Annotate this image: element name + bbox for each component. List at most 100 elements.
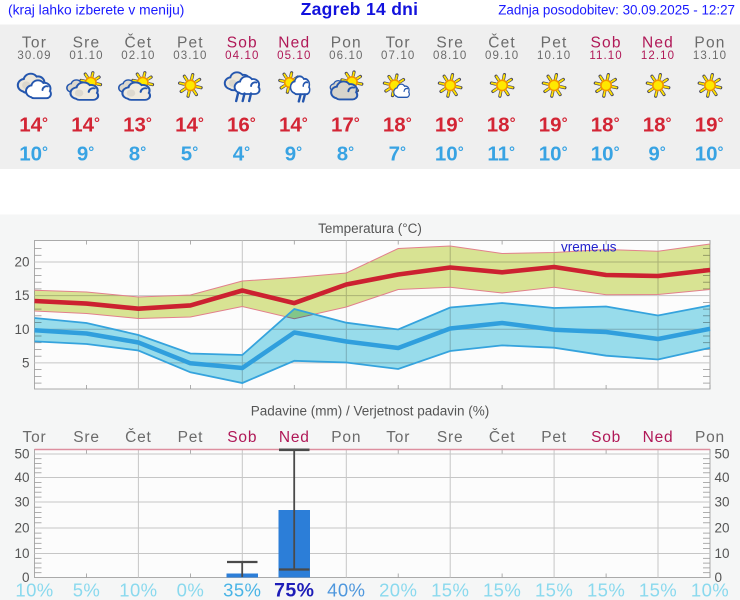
svg-text:10°: 10° [19, 143, 48, 166]
svg-text:Tor: Tor [23, 429, 47, 446]
svg-text:18°: 18° [383, 114, 412, 137]
svg-text:5%: 5% [73, 580, 101, 600]
svg-text:02.10: 02.10 [121, 50, 155, 62]
svg-text:10: 10 [14, 322, 29, 337]
svg-text:0%: 0% [177, 580, 205, 600]
svg-text:40%: 40% [327, 580, 365, 600]
svg-text:Sob: Sob [227, 35, 258, 52]
svg-text:Sre: Sre [436, 35, 464, 52]
svg-text:8°: 8° [129, 143, 146, 166]
svg-text:Ned: Ned [279, 429, 310, 446]
svg-text:Sob: Sob [227, 429, 257, 446]
svg-text:14°: 14° [279, 114, 308, 137]
svg-text:10: 10 [715, 546, 730, 561]
svg-text:30.09: 30.09 [17, 50, 51, 62]
svg-text:16°: 16° [227, 114, 256, 137]
svg-text:Pon: Pon [694, 35, 725, 52]
svg-text:Ned: Ned [642, 35, 674, 52]
svg-text:50: 50 [14, 447, 29, 462]
svg-text:10%: 10% [119, 580, 157, 600]
svg-text:Sob: Sob [591, 429, 621, 446]
svg-text:Tor: Tor [22, 35, 47, 52]
svg-text:Pon: Pon [695, 429, 725, 446]
svg-text:Pet: Pet [541, 35, 568, 52]
svg-text:5°: 5° [181, 143, 198, 166]
svg-text:50: 50 [715, 447, 730, 462]
svg-text:Ned: Ned [278, 35, 310, 52]
svg-text:08.10: 08.10 [433, 50, 467, 62]
svg-text:Tor: Tor [386, 429, 410, 446]
svg-text:Čet: Čet [125, 35, 153, 52]
svg-text:19°: 19° [435, 114, 464, 137]
svg-text:18°: 18° [643, 114, 672, 137]
svg-text:01.10: 01.10 [69, 50, 103, 62]
svg-text:20%: 20% [379, 580, 417, 600]
svg-text:Pet: Pet [541, 429, 567, 446]
svg-text:20: 20 [14, 255, 29, 270]
svg-text:Čet: Čet [125, 429, 152, 446]
svg-text:Pet: Pet [177, 35, 204, 52]
svg-text:0: 0 [22, 570, 30, 585]
svg-text:13.10: 13.10 [693, 50, 727, 62]
svg-text:06.10: 06.10 [329, 50, 363, 62]
svg-text:20: 20 [14, 521, 29, 536]
svg-text:Pet: Pet [178, 429, 204, 446]
svg-text:15%: 15% [483, 580, 521, 600]
svg-text:13°: 13° [123, 114, 152, 137]
svg-text:Tor: Tor [386, 35, 411, 52]
svg-text:(kraj lahko izberete v meniju): (kraj lahko izberete v meniju) [8, 3, 184, 18]
svg-text:10°: 10° [539, 143, 568, 166]
svg-text:Ned: Ned [643, 429, 674, 446]
svg-text:30: 30 [715, 495, 730, 510]
svg-text:0: 0 [715, 570, 723, 585]
svg-text:15%: 15% [587, 580, 625, 600]
svg-text:Pon: Pon [331, 35, 362, 52]
svg-text:Temperatura (°C): Temperatura (°C) [318, 221, 422, 236]
svg-text:35%: 35% [223, 580, 261, 600]
svg-text:Sre: Sre [73, 35, 101, 52]
svg-text:9°: 9° [285, 143, 302, 166]
svg-text:15%: 15% [639, 580, 677, 600]
svg-text:14°: 14° [71, 114, 100, 137]
svg-text:Sre: Sre [437, 429, 464, 446]
svg-text:18°: 18° [591, 114, 620, 137]
svg-text:10%: 10% [15, 580, 53, 600]
svg-text:10°: 10° [695, 143, 724, 166]
svg-text:Zadnja posodobitev: 30.09.2025: Zadnja posodobitev: 30.09.2025 - 12:27 [498, 3, 735, 18]
svg-text:11.10: 11.10 [589, 50, 622, 62]
svg-text:10%: 10% [691, 580, 729, 600]
svg-text:Sre: Sre [73, 429, 100, 446]
svg-text:75%: 75% [274, 580, 314, 600]
svg-text:12.10: 12.10 [641, 50, 675, 62]
svg-text:5: 5 [22, 355, 30, 370]
svg-text:4°: 4° [233, 143, 250, 166]
svg-text:10°: 10° [435, 143, 464, 166]
svg-text:14°: 14° [19, 114, 48, 137]
svg-text:15%: 15% [535, 580, 573, 600]
svg-text:10°: 10° [591, 143, 620, 166]
svg-text:Padavine (mm) / Verjetnost pad: Padavine (mm) / Verjetnost padavin (%) [251, 404, 490, 419]
svg-text:19°: 19° [695, 114, 724, 137]
svg-text:9°: 9° [648, 143, 665, 166]
svg-text:10.10: 10.10 [537, 50, 571, 62]
svg-text:Čet: Čet [488, 35, 516, 52]
svg-text:9°: 9° [77, 143, 94, 166]
svg-text:40: 40 [14, 470, 29, 485]
svg-text:09.10: 09.10 [485, 50, 519, 62]
svg-text:7°: 7° [389, 143, 406, 166]
svg-text:17°: 17° [331, 114, 360, 137]
svg-text:Pon: Pon [331, 429, 361, 446]
svg-text:Zagreb 14 dni: Zagreb 14 dni [301, 0, 419, 19]
svg-text:vreme.us: vreme.us [561, 240, 617, 255]
svg-text:30: 30 [14, 495, 29, 510]
svg-text:04.10: 04.10 [225, 50, 259, 62]
svg-text:40: 40 [715, 470, 730, 485]
svg-text:19°: 19° [539, 114, 568, 137]
svg-text:03.10: 03.10 [173, 50, 207, 62]
svg-text:Sob: Sob [591, 35, 622, 52]
svg-text:07.10: 07.10 [381, 50, 415, 62]
svg-text:18°: 18° [487, 114, 516, 137]
svg-text:Čet: Čet [489, 429, 516, 446]
svg-text:15: 15 [14, 288, 29, 303]
svg-text:05.10: 05.10 [277, 50, 311, 62]
